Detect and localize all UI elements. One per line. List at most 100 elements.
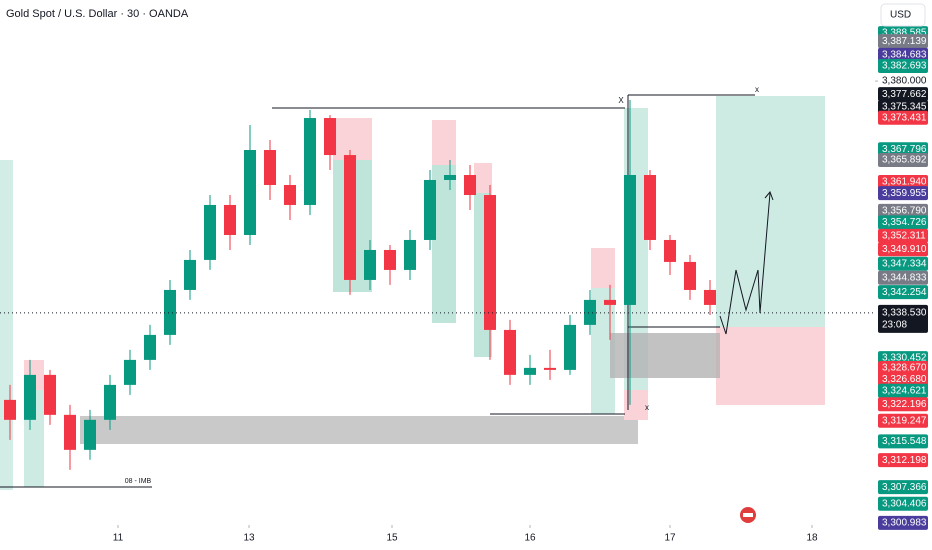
candle-body: [244, 150, 256, 235]
candle-body: [64, 414, 76, 450]
price-tag: [878, 413, 928, 428]
zone: [333, 118, 372, 160]
target-zone: [716, 96, 825, 327]
candle-body: [584, 299, 596, 325]
candle-body: [184, 259, 196, 290]
price-tag: [878, 397, 928, 412]
price-tag-label: 3,328.670: [882, 363, 927, 374]
stop-zone: [716, 327, 825, 405]
x-tick-label: 16: [524, 533, 536, 544]
candles: [4, 100, 716, 470]
candle-body: [444, 175, 456, 180]
price-tag-label: 3,312.198: [882, 455, 927, 466]
price-tag-label: 3,324.621: [882, 385, 927, 396]
price-tag: [878, 175, 928, 190]
x-tick-label: 15: [386, 533, 398, 544]
price-tag-label: 3,349.910: [882, 244, 927, 255]
candle-body: [384, 249, 396, 270]
candle-body: [684, 261, 696, 290]
price-tag-label: 3,352.311: [882, 231, 926, 242]
candle-body: [124, 359, 136, 385]
zone: [591, 248, 615, 288]
last-price-tag: [878, 304, 928, 333]
imbalance-zone: [80, 416, 638, 444]
price-tag: [878, 434, 928, 449]
price-tag-label: 3,365.892: [882, 155, 927, 166]
price-tag-label: 3,356.790: [882, 205, 927, 216]
price-tag-label: 3,347.334: [882, 258, 927, 269]
price-tag: [878, 480, 928, 495]
price-tag-label: 3,344.833: [882, 272, 927, 283]
candle-body: [44, 374, 56, 415]
price-tag-label: 3,384.683: [882, 50, 927, 61]
candle-body: [624, 175, 636, 305]
price-tag: [878, 256, 928, 271]
price-tag-label: 3,342.254: [882, 287, 927, 298]
event-icon-flag: [743, 513, 753, 517]
y-tick-label: 3,380.000: [882, 76, 927, 87]
price-tag: [878, 100, 928, 115]
price-tag: [878, 186, 928, 201]
price-tag: [878, 34, 928, 49]
candle-body: [364, 249, 376, 280]
price-tag: [878, 515, 928, 530]
price-tag: [878, 215, 928, 230]
price-tag: [878, 242, 928, 257]
currency-button[interactable]: [880, 3, 926, 27]
price-tag: [878, 361, 928, 376]
candle-body: [424, 179, 436, 240]
price-tag: [878, 285, 928, 300]
price-tag-label: 3,361.940: [882, 177, 927, 188]
price-tag-label: 3,373.431: [882, 112, 927, 123]
candle-body: [604, 299, 616, 305]
price-tag: [878, 152, 928, 167]
x-tick-label: 17: [664, 533, 676, 544]
candle-body: [484, 195, 496, 330]
candle-body: [404, 239, 416, 270]
price-tag-label: 3,359.955: [882, 188, 927, 199]
price-tag: [878, 383, 928, 398]
price-tag-label: 3,322.196: [882, 399, 927, 410]
price-tag: [878, 87, 928, 102]
candle-body: [324, 118, 336, 156]
candle-body: [164, 289, 176, 335]
candle-body: [4, 399, 16, 420]
candle-body: [284, 185, 296, 205]
price-tag: [878, 496, 928, 511]
price-tag-label: 3,326.680: [882, 374, 927, 385]
price-tag: [878, 59, 928, 74]
annotation: x: [645, 403, 649, 412]
countdown: 23:08: [882, 320, 907, 331]
annotation: 08 - IMB: [125, 478, 152, 485]
price-tag: [878, 47, 928, 62]
last-price-label: 3,338.530: [882, 308, 927, 319]
price-tag: [878, 203, 928, 218]
candle-body: [104, 384, 116, 420]
drawings: 08 - IMB X x x: [0, 85, 825, 523]
price-tag: [878, 110, 928, 125]
candle-body: [84, 419, 96, 450]
candle-body: [704, 289, 716, 305]
zone: [432, 120, 456, 165]
price-tag: [878, 142, 928, 157]
price-tag-label: 3,307.366: [882, 482, 927, 493]
candle-body: [304, 118, 316, 205]
candle-body: [544, 367, 556, 370]
price-tag: [878, 453, 928, 468]
arrow-head: [764, 191, 774, 201]
zone: [610, 333, 720, 378]
chart-title: Gold Spot / U.S. Dollar · 30 · OANDA: [6, 8, 189, 20]
zone: [474, 163, 492, 193]
price-tag-label: 3,375.345: [882, 102, 927, 113]
candle-body: [344, 155, 356, 280]
price-tag-label: 3,330.452: [882, 353, 927, 364]
price-tag-label: 3,377.662: [882, 89, 927, 100]
candle-body: [204, 204, 216, 260]
zone: [0, 160, 13, 490]
x-tick-label: 11: [113, 533, 124, 544]
annotation: X: [618, 96, 624, 105]
candle-body: [224, 204, 236, 235]
candle-body: [644, 175, 656, 240]
